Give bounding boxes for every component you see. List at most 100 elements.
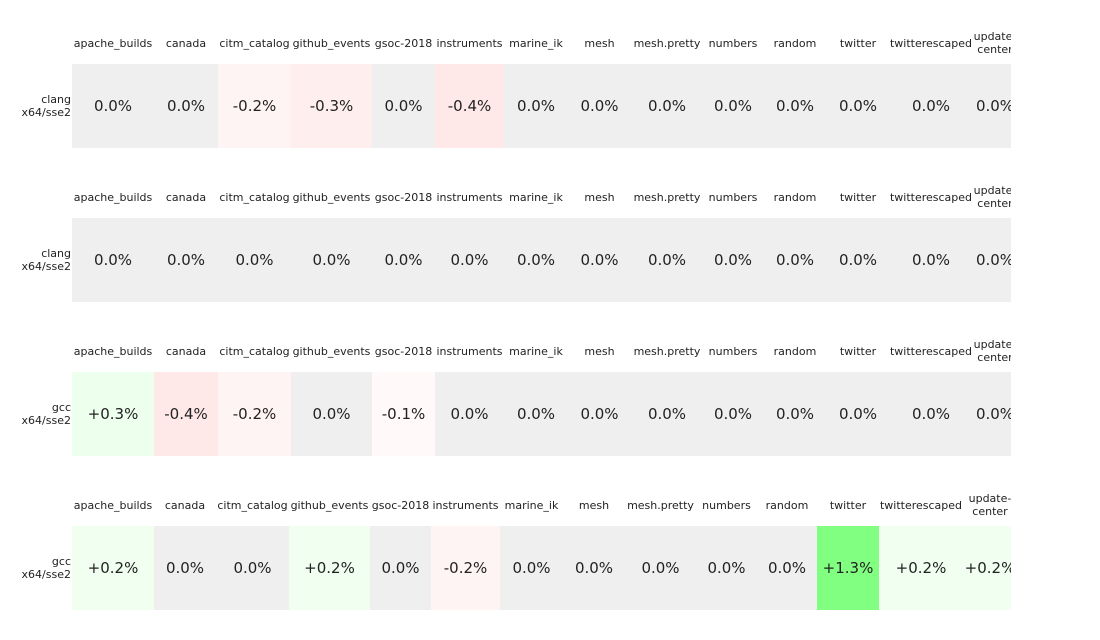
cell-value-label: 0.0%: [384, 251, 423, 269]
column-header: random: [773, 36, 817, 50]
column-header: twitter: [839, 190, 877, 204]
cell-value-label: 0.0%: [975, 405, 1011, 423]
heatmap-cell: -0.2%: [218, 64, 291, 148]
cell-value-label: 0.0%: [838, 405, 878, 423]
heatmap-table: clang x64/sse2 apache_builds 0.0% canada 0.0%…: [0, 0, 1011, 154]
cell-value-label: 0.0%: [838, 97, 878, 115]
column-header: twitter: [829, 498, 867, 512]
cell-value-label: +1.3%: [822, 559, 874, 577]
column-header: instruments: [436, 36, 503, 50]
column-header-line: center: [977, 197, 1011, 210]
cell-value-label: 0.0%: [574, 559, 614, 577]
cell-value-label: 0.0%: [312, 251, 351, 269]
cell-value-label: 0.0%: [707, 559, 746, 577]
cell-value-label: 0.0%: [975, 97, 1011, 115]
column-header: instruments: [436, 344, 503, 358]
heatmap-cell: 0.0%: [216, 526, 289, 610]
heatmap-cell: 0.0%: [291, 372, 372, 456]
column-header: github_events: [292, 36, 371, 50]
cell-value-label: 0.0%: [580, 97, 619, 115]
column-header: apache_builds: [73, 498, 153, 512]
column-header: canada: [165, 190, 207, 204]
heatmap-cell: 0.0%: [563, 526, 625, 610]
column-header: mesh: [584, 190, 615, 204]
row-label-line: gcc: [51, 401, 71, 414]
cell-value-label: +0.2%: [895, 559, 947, 577]
heatmap-grid: apache_builds 0.0% canada 0.0% citm_catalog 0…: [0, 154, 1011, 308]
column-header: citm_catalog: [219, 36, 290, 50]
cell-value-label: 0.0%: [713, 251, 753, 269]
column-header: canada: [164, 498, 206, 512]
cell-value-label: 0.0%: [450, 251, 489, 269]
heatmap-cell: 0.0%: [568, 372, 631, 456]
heatmap-cell: 0.0%: [703, 218, 763, 302]
column-header: marine_ik: [509, 36, 563, 50]
column-header: update-center: [973, 329, 1011, 371]
cell-value-label: 0.0%: [775, 251, 815, 269]
column-header: twitterescaped: [889, 190, 973, 204]
column-header: github_events: [290, 498, 369, 512]
column-header: numbers: [708, 344, 758, 358]
heatmap-cell: 0.0%: [763, 372, 827, 456]
heatmap-grid: apache_builds 0.0% canada 0.0% citm_catalog -…: [0, 0, 1011, 154]
cell-value-label: 0.0%: [235, 251, 274, 269]
column-header: gsoc-2018: [371, 498, 430, 512]
column-header: instruments: [432, 498, 499, 512]
cell-value-label: 0.0%: [580, 405, 619, 423]
heatmap-cell: +0.2%: [963, 526, 1011, 610]
heatmap-cell: +1.3%: [817, 526, 879, 610]
heatmap-cell: 0.0%: [72, 218, 154, 302]
column-header: gsoc-2018: [374, 36, 433, 50]
heatmap-cell: -0.4%: [435, 64, 504, 148]
column-header: gsoc-2018: [374, 190, 433, 204]
cell-value-label: 0.0%: [713, 97, 753, 115]
heatmap-grid: apache_builds +0.2% canada 0.0% citm_catalog…: [0, 462, 1011, 616]
cell-value-label: 0.0%: [775, 405, 815, 423]
heatmap-cell: -0.4%: [154, 372, 218, 456]
heatmap-cell: 0.0%: [154, 526, 216, 610]
column-header-line: center: [977, 43, 1011, 56]
cell-value-label: 0.0%: [838, 251, 878, 269]
heatmap-cell: 0.0%: [763, 64, 827, 148]
column-header: github_events: [292, 190, 371, 204]
column-header: apache_builds: [73, 190, 153, 204]
cell-value-label: 0.0%: [512, 559, 551, 577]
column-header-line: update-: [973, 338, 1011, 351]
cell-value-label: 0.0%: [450, 405, 489, 423]
heatmap-cell: 0.0%: [631, 372, 703, 456]
column-header: twitter: [839, 36, 877, 50]
row-label: clang x64/sse2: [0, 64, 72, 148]
column-header: random: [773, 344, 817, 358]
heatmap-cell: 0.0%: [625, 526, 696, 610]
column-header: canada: [165, 36, 207, 50]
column-header: mesh.pretty: [627, 498, 694, 512]
column-header: update-center: [973, 175, 1011, 217]
cell-value-label: 0.0%: [911, 405, 951, 423]
column-header: marine_ik: [504, 498, 559, 512]
cell-value-label: 0.0%: [166, 97, 206, 115]
cell-value-label: 0.0%: [381, 559, 420, 577]
heatmap-table: gcc x64/sse2 apache_builds +0.2% canada 0.0% c…: [0, 462, 1011, 616]
column-header: numbers: [708, 36, 758, 50]
heatmap-cell: 0.0%: [154, 218, 218, 302]
row-label-line: x64/sse2: [21, 260, 71, 273]
column-header: mesh.pretty: [633, 190, 701, 204]
cell-value-label: 0.0%: [516, 405, 556, 423]
row-label: gcc x64/sse2: [0, 526, 72, 610]
cell-value-label: 0.0%: [911, 97, 951, 115]
column-header: mesh.pretty: [633, 36, 701, 50]
row-label-line: clang: [41, 93, 71, 106]
cell-value-label: 0.0%: [93, 251, 133, 269]
column-header: update-center: [963, 483, 1011, 525]
heatmap-cell: 0.0%: [757, 526, 817, 610]
cell-value-label: +0.2%: [304, 559, 355, 577]
heatmap-cell: 0.0%: [889, 218, 973, 302]
row-label-line: x64/sse2: [21, 106, 71, 119]
cell-value-label: 0.0%: [312, 405, 351, 423]
cell-value-label: -0.3%: [309, 97, 354, 115]
heatmap-cell: 0.0%: [218, 218, 291, 302]
heatmap-cell: +0.2%: [879, 526, 963, 610]
column-header: marine_ik: [509, 344, 563, 358]
column-header: github_events: [292, 344, 371, 358]
heatmap-cell: 0.0%: [827, 372, 889, 456]
